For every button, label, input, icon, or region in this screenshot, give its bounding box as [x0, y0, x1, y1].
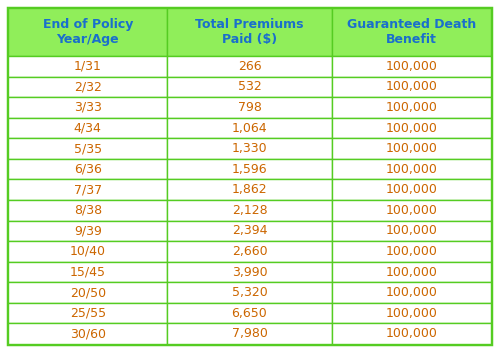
Bar	[332, 118, 491, 138]
Text: End of Policy
Year/Age: End of Policy Year/Age	[42, 18, 133, 46]
Text: 1/31: 1/31	[74, 60, 102, 73]
Text: 2,660: 2,660	[232, 245, 267, 258]
Bar	[167, 56, 332, 77]
Text: 1,862: 1,862	[232, 183, 267, 196]
Bar	[8, 97, 167, 118]
Bar	[167, 323, 332, 344]
Text: 100,000: 100,000	[385, 245, 437, 258]
Text: Guaranteed Death
Benefit: Guaranteed Death Benefit	[347, 18, 476, 46]
Bar	[8, 118, 167, 138]
Text: 15/45: 15/45	[70, 265, 106, 278]
Bar	[332, 200, 491, 221]
Bar	[167, 221, 332, 241]
Bar	[167, 282, 332, 303]
Bar	[167, 241, 332, 262]
Text: 1,596: 1,596	[232, 163, 267, 176]
Text: 100,000: 100,000	[385, 101, 437, 114]
Bar	[8, 180, 167, 200]
Bar	[332, 8, 491, 56]
Bar	[8, 221, 167, 241]
Text: 20/50: 20/50	[70, 286, 106, 299]
Text: 100,000: 100,000	[385, 204, 437, 217]
Text: 5/35: 5/35	[74, 142, 102, 155]
Text: Total Premiums
Paid ($): Total Premiums Paid ($)	[195, 18, 304, 46]
Text: 100,000: 100,000	[385, 183, 437, 196]
Bar	[167, 303, 332, 323]
Text: 25/55: 25/55	[70, 307, 106, 320]
Text: 100,000: 100,000	[385, 224, 437, 237]
Text: 1,330: 1,330	[232, 142, 267, 155]
Bar	[332, 323, 491, 344]
Text: 798: 798	[238, 101, 261, 114]
Text: 100,000: 100,000	[385, 163, 437, 176]
Bar	[332, 282, 491, 303]
Text: 2,128: 2,128	[232, 204, 267, 217]
Text: 100,000: 100,000	[385, 286, 437, 299]
Bar	[332, 241, 491, 262]
Bar	[332, 221, 491, 241]
Text: 30/60: 30/60	[70, 327, 106, 340]
Text: 6/36: 6/36	[74, 163, 102, 176]
Bar	[8, 56, 167, 77]
Text: 532: 532	[238, 80, 261, 93]
Text: 4/34: 4/34	[74, 121, 102, 134]
Bar	[8, 159, 167, 180]
Bar	[332, 262, 491, 282]
Text: 3,990: 3,990	[232, 265, 267, 278]
Text: 100,000: 100,000	[385, 60, 437, 73]
Bar	[8, 77, 167, 97]
Bar	[8, 8, 167, 56]
Text: 2,394: 2,394	[232, 224, 267, 237]
Text: 5,320: 5,320	[232, 286, 267, 299]
Bar	[8, 138, 167, 159]
Text: 100,000: 100,000	[385, 121, 437, 134]
Bar	[167, 138, 332, 159]
Text: 100,000: 100,000	[385, 80, 437, 93]
Bar	[332, 138, 491, 159]
Bar	[8, 323, 167, 344]
Bar	[167, 8, 332, 56]
Text: 266: 266	[238, 60, 261, 73]
Text: 7,980: 7,980	[232, 327, 267, 340]
Bar	[167, 118, 332, 138]
Bar	[332, 77, 491, 97]
Bar	[8, 262, 167, 282]
Text: 10/40: 10/40	[70, 245, 106, 258]
Bar	[332, 159, 491, 180]
Text: 100,000: 100,000	[385, 142, 437, 155]
Bar	[8, 303, 167, 323]
Text: 2/32: 2/32	[74, 80, 102, 93]
Text: 7/37: 7/37	[74, 183, 102, 196]
Text: 1,064: 1,064	[232, 121, 267, 134]
Bar	[167, 77, 332, 97]
Bar	[167, 180, 332, 200]
Text: 8/38: 8/38	[74, 204, 102, 217]
Bar	[167, 200, 332, 221]
Text: 9/39: 9/39	[74, 224, 102, 237]
Bar	[332, 180, 491, 200]
Bar	[167, 159, 332, 180]
Text: 100,000: 100,000	[385, 265, 437, 278]
Bar	[332, 56, 491, 77]
Text: 3/33: 3/33	[74, 101, 102, 114]
Bar	[167, 262, 332, 282]
Bar	[8, 241, 167, 262]
Bar	[167, 97, 332, 118]
Bar	[8, 200, 167, 221]
Text: 100,000: 100,000	[385, 327, 437, 340]
Bar	[332, 97, 491, 118]
Text: 100,000: 100,000	[385, 307, 437, 320]
Bar	[332, 303, 491, 323]
Bar	[8, 282, 167, 303]
Text: 6,650: 6,650	[232, 307, 267, 320]
